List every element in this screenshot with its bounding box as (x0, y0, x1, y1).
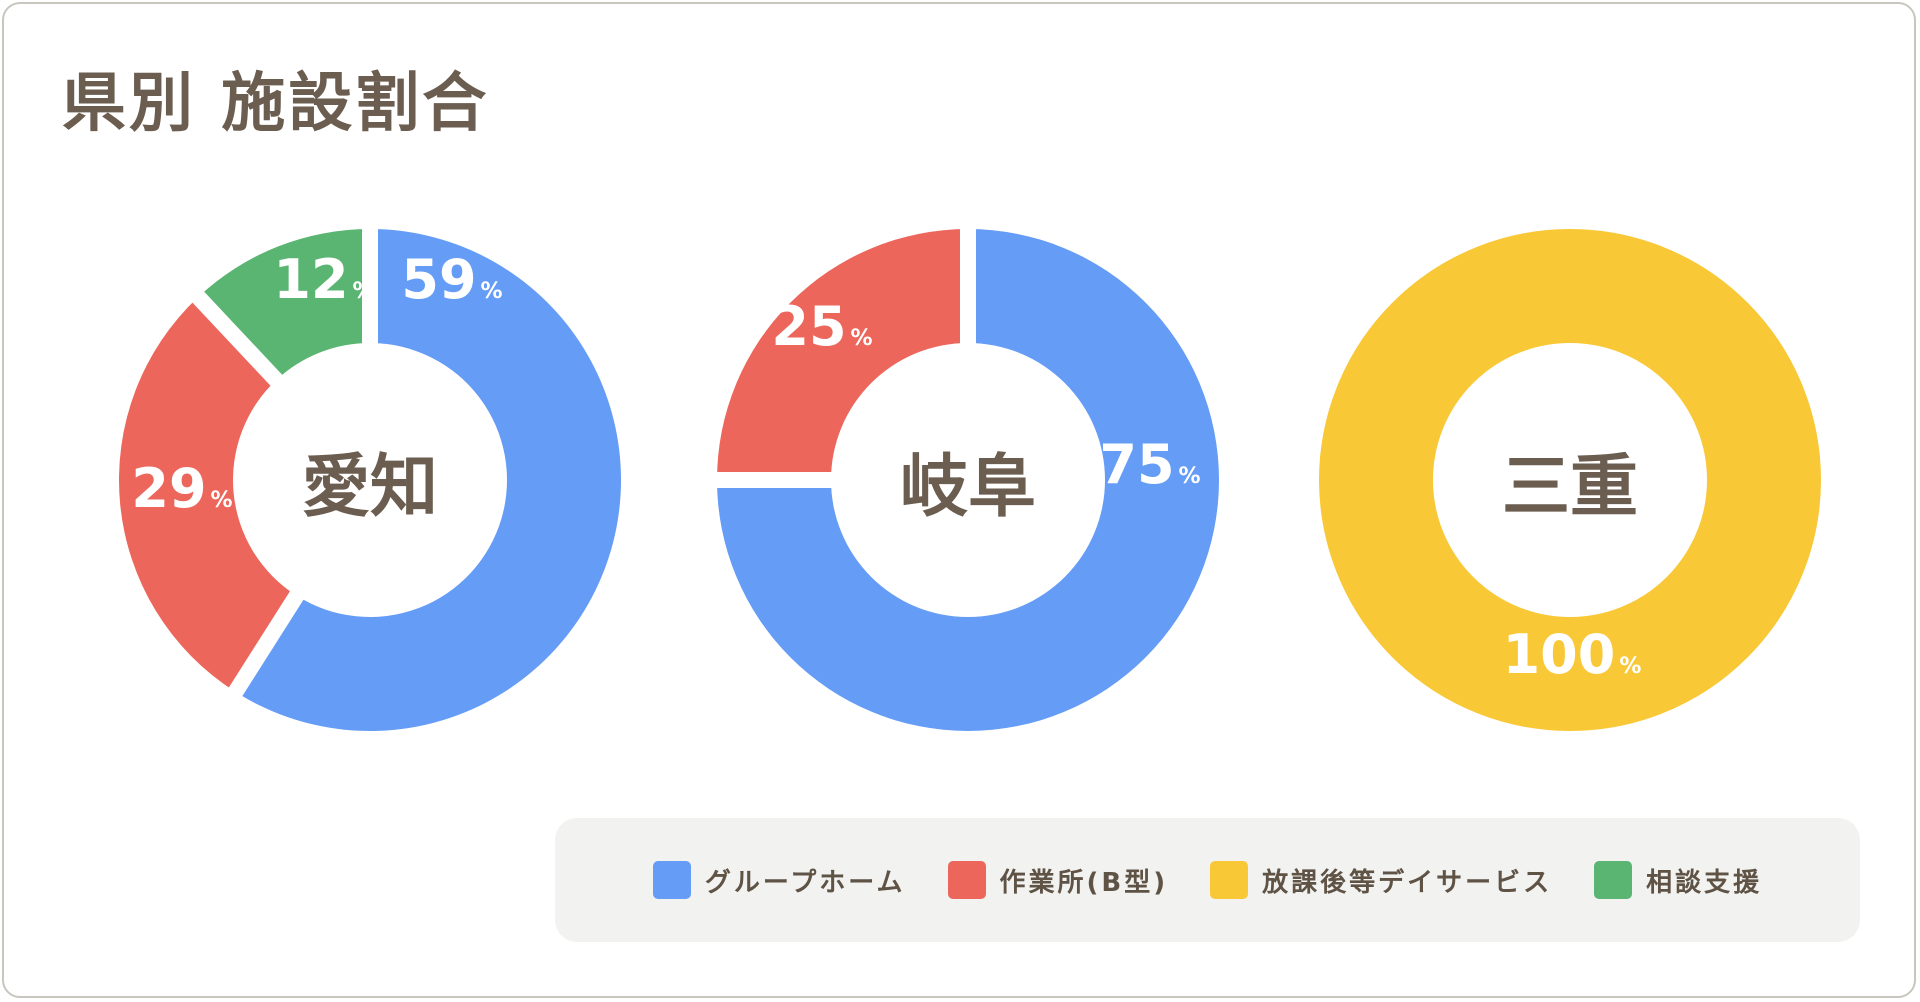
data-label: 59% (401, 248, 502, 311)
page-title: 県別 施設割合 (62, 67, 490, 141)
donut-slice (235, 229, 621, 731)
legend-item: 放課後等デイサービス (1210, 861, 1552, 899)
slice-gap (225, 586, 307, 702)
donut-slice (717, 229, 968, 480)
legend-label: 放課後等デイサービス (1262, 867, 1553, 898)
donut-chart-2: 岐阜 75 % 25% (711, 223, 1219, 731)
legend-label: 作業所(B型) (999, 867, 1169, 898)
data-label: 29% (131, 457, 232, 520)
legend-swatch (1594, 861, 1633, 899)
slice-gap (188, 287, 287, 390)
legend-item: 作業所(B型) (947, 861, 1169, 899)
legend-label: 相談支援 (1646, 867, 1763, 898)
legend-item: 相談支援 (1594, 861, 1762, 899)
donut-center-label: 三重 (1502, 448, 1638, 527)
donut-center-label: 愛知 (302, 448, 438, 527)
donut-center-label: 岐阜 (900, 448, 1036, 527)
donut-chart-3: 三重 100% (1319, 229, 1821, 731)
donut-chart-1: 愛知 59 % 29 % 12% (118, 223, 621, 731)
legend-item: グループホーム (652, 861, 906, 899)
data-label: 75% (1099, 433, 1200, 496)
legend-swatch (1210, 861, 1249, 899)
legend-swatch (652, 861, 691, 899)
donut-slice (1319, 229, 1821, 731)
data-label: 100% (1503, 623, 1642, 686)
data-label: 12% (273, 248, 374, 311)
legend-swatch (947, 861, 986, 899)
data-label: 25% (771, 295, 872, 358)
donut-slice (717, 229, 1219, 731)
legend-label: グループホーム (704, 867, 906, 898)
donut-slice (118, 297, 297, 692)
legend: グループホーム 作業所(B型) 放課後等デイサービス 相談支援 (555, 818, 1860, 942)
